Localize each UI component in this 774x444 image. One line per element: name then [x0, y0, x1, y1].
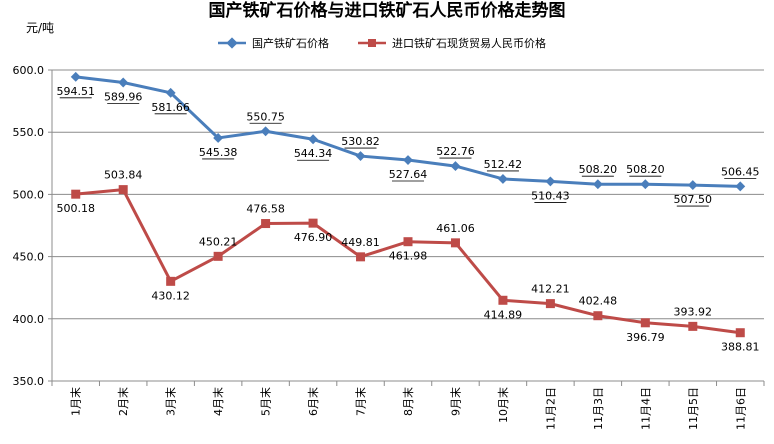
series-2-data-label: 449.81 [341, 236, 380, 249]
series-2-point [118, 185, 128, 195]
series-2-point [166, 276, 176, 286]
series-2-data-label: 500.18 [56, 202, 95, 215]
x-tick-label: 11月3日 [592, 387, 605, 430]
y-tick-label: 400.0 [13, 313, 45, 326]
series-2-point [403, 237, 413, 247]
gridlines [52, 69, 764, 320]
x-tick-label: 2月末 [116, 387, 130, 416]
data-labels: 594.51 589.96 581.66 545.38 550.75 544.34 530.… [56, 85, 759, 354]
series-2-point [213, 251, 223, 261]
x-tick-label: 9月末 [448, 387, 462, 416]
series-1-data-label: 508.20 [579, 163, 618, 176]
series [70, 71, 746, 338]
series-2-data-label: 503.84 [104, 169, 143, 182]
series-2-point [356, 252, 366, 262]
y-axis-unit-label: 元/吨 [26, 21, 54, 35]
axes: 350.0 400.0 450.0 500.0 550.0 600.0 1月末 2月末 3月末 4… [13, 64, 765, 430]
series-2-data-label: 476.90 [294, 231, 333, 244]
series-1-data-label: 512.42 [484, 158, 523, 171]
chart-title: 国产铁矿石价格与进口铁矿石人民币价格走势图 [209, 0, 566, 21]
x-tick-label: 5月末 [259, 387, 273, 416]
series-1-data-label: 510.43 [531, 189, 570, 202]
series-1-data-label: 589.96 [104, 90, 143, 103]
series-2-data-label: 450.21 [199, 235, 238, 248]
series-2-point [593, 311, 603, 321]
series-1-data-label: 507.50 [674, 193, 713, 206]
series-1-point [687, 180, 698, 191]
series-1-point [735, 181, 746, 192]
series-2-data-label: 461.06 [436, 222, 475, 235]
series-1-point [592, 179, 603, 190]
series-1-point [118, 77, 129, 88]
series-2-point [71, 189, 81, 199]
series-1-data-label: 545.38 [199, 146, 238, 159]
series-1-data-label: 530.82 [341, 135, 380, 148]
series-1-point [213, 132, 224, 143]
y-tick-label: 350.0 [13, 375, 45, 388]
x-tick-label: 11月6日 [734, 387, 747, 430]
x-tick-label: 4月末 [211, 387, 225, 416]
series-2-data-label: 414.89 [484, 308, 523, 321]
series-2-data-label: 476.58 [246, 203, 285, 216]
series-2-point [545, 299, 555, 309]
x-tick-label: 11月5日 [687, 387, 700, 430]
y-tick-label: 600.0 [13, 64, 45, 77]
legend-series-2-marker [368, 39, 376, 47]
series-1-data-label: 594.51 [56, 85, 95, 98]
series-2-data-label: 388.81 [721, 341, 760, 354]
series-1-point [260, 126, 271, 137]
series-2-point [498, 295, 508, 305]
y-tick-label: 550.0 [13, 126, 45, 139]
series-2-data-label: 412.21 [531, 283, 570, 296]
x-tick-label: 11月2日 [544, 387, 557, 430]
y-tick-label: 500.0 [13, 188, 45, 201]
legend: 国产铁矿石价格 进口铁矿石现货贸易人民币价格 [218, 36, 546, 50]
series-2-point [640, 318, 650, 328]
series-1-point [403, 155, 413, 165]
series-2-point [735, 328, 745, 338]
x-tick-label: 7月末 [354, 387, 368, 416]
series-1-point [308, 134, 319, 145]
series-2-data-label: 430.12 [151, 289, 190, 302]
legend-series-1-label: 国产铁矿石价格 [252, 36, 329, 50]
series-2-data-label: 393.92 [674, 305, 713, 318]
series-1-point [165, 87, 176, 98]
y-tick-label: 450.0 [13, 251, 45, 264]
series-1-point [450, 161, 461, 172]
series-1-data-label: 581.66 [151, 101, 190, 114]
series-1-data-label: 544.34 [294, 147, 333, 160]
series-1-data-label: 508.20 [626, 163, 665, 176]
series-2-data-label: 461.98 [389, 250, 428, 263]
x-tick-label: 11月4日 [639, 387, 652, 430]
series-1-point [545, 176, 556, 187]
series-1-point [355, 151, 366, 162]
series-1-data-label: 550.75 [246, 110, 285, 123]
series-1-data-label: 506.45 [721, 165, 760, 178]
series-2-data-label: 402.48 [579, 295, 618, 308]
series-2-point [308, 218, 318, 228]
legend-series-2-label: 进口铁矿石现货贸易人民币价格 [392, 36, 546, 50]
x-tick-label: 1月末 [69, 387, 83, 416]
legend-series-1-marker [226, 37, 238, 49]
x-tick-label: 10月末 [496, 387, 510, 423]
series-2-point [261, 219, 271, 229]
series-2-data-label: 396.79 [626, 331, 665, 344]
x-tick-label: 8月末 [401, 387, 415, 416]
series-2-point [688, 321, 698, 331]
x-tick-label: 3月末 [164, 387, 178, 416]
series-1-data-label: 522.76 [436, 145, 475, 158]
series-1-point [70, 71, 81, 82]
series-1-point [640, 179, 651, 190]
series-2-point [450, 238, 460, 248]
series-1-point [497, 173, 508, 184]
x-tick-label: 6月末 [306, 387, 320, 416]
series-1-data-label: 527.64 [389, 168, 428, 181]
